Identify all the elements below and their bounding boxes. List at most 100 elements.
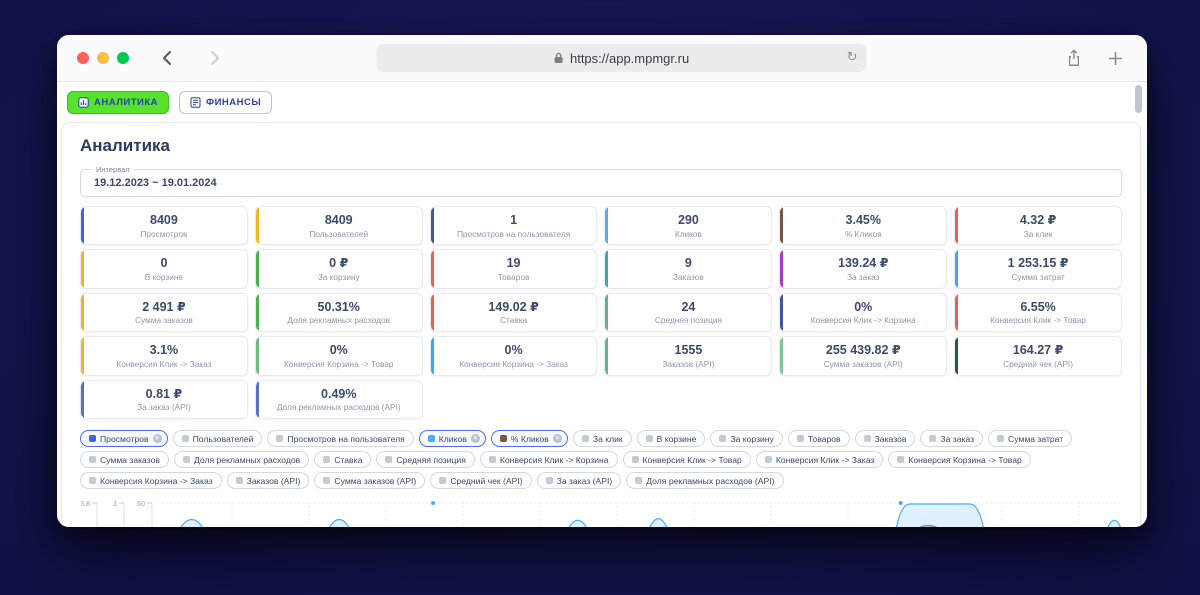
metric-chip[interactable]: Сумма затрат <box>988 430 1073 448</box>
chip-label: За заказ <box>940 433 975 444</box>
chip-close-icon[interactable]: ✕ <box>470 434 480 444</box>
metric-accent-bar <box>955 337 959 375</box>
metric-chip[interactable]: Конверсия Корзина -> Товар <box>888 451 1031 469</box>
metric-chip[interactable]: Заказов (API) <box>226 472 310 490</box>
metric-chip[interactable]: Ставка <box>314 451 372 469</box>
metric-chip[interactable]: Средний чек (API) <box>430 472 532 490</box>
metric-label: Заказов <box>673 272 704 283</box>
metric-label: Кликов <box>674 228 702 239</box>
vertical-scrollbar[interactable] <box>1135 85 1142 113</box>
metric-chip[interactable]: Средняя позиция <box>376 451 475 469</box>
metric-value: 19 <box>506 256 521 271</box>
analytics-panel: Аналитика Интервал 19.12.2023 ~ 19.01.20… <box>61 122 1141 527</box>
metric-value: 139.24 ₽ <box>838 256 889 271</box>
metric-chip[interactable]: Товаров <box>787 430 850 448</box>
chart-marker-dot <box>898 501 903 506</box>
chip-color-swatch <box>719 435 727 443</box>
metric-card: 0% Конверсия Клик -> Корзина <box>779 292 948 333</box>
y-axis-tick-label: 3.8 <box>80 501 90 508</box>
app-tabs: АНАЛИТИКА ФИНАНСЫ <box>57 82 1147 122</box>
metric-chip[interactable]: Доля рекламных расходов (API) <box>626 472 784 490</box>
metric-value: 0% <box>854 299 873 314</box>
back-icon[interactable] <box>159 49 177 67</box>
metric-label: Пользователей <box>309 228 369 239</box>
metric-chip[interactable]: Пользователей <box>172 430 263 448</box>
chip-close-icon[interactable]: ✕ <box>152 434 162 444</box>
metric-accent-bar <box>780 250 784 288</box>
tab-analytics[interactable]: АНАЛИТИКА <box>67 91 169 114</box>
chip-color-swatch <box>323 456 331 464</box>
chip-color-swatch <box>323 477 331 485</box>
metric-chip[interactable]: Конверсия Клик -> Заказ <box>755 451 884 469</box>
metric-chip[interactable]: Заказов <box>854 430 916 448</box>
metric-chip[interactable]: Доля рекламных расходов <box>173 451 310 469</box>
chip-color-swatch <box>89 477 96 485</box>
chart-area: 3.8 1 60 <box>80 496 1122 527</box>
tab-analytics-label: АНАЛИТИКА <box>94 97 158 108</box>
metric-chip[interactable]: Просмотров на пользователя <box>267 430 414 448</box>
metric-label: Сумма затрат <box>1011 272 1065 283</box>
reload-icon[interactable]: ↻ <box>846 49 858 64</box>
metric-label: За клик <box>1023 228 1053 239</box>
metric-chip[interactable]: Сумма заказов (API) <box>314 472 426 490</box>
metric-card: 139.24 ₽ За заказ <box>779 249 948 289</box>
chip-label: Заказов <box>874 433 907 444</box>
metric-value: 0% <box>504 343 523 358</box>
url-bar[interactable]: https://app.mpmgr.ru ↻ <box>376 44 867 72</box>
chip-label: Сумма затрат <box>1008 433 1064 444</box>
chip-label: Конверсия Корзина -> Заказ <box>100 475 213 486</box>
metric-value: 0.81 ₽ <box>145 386 183 401</box>
metric-card: 255 439.82 ₽ Сумма заказов (API) <box>779 336 948 376</box>
metric-chip[interactable]: Кликов ✕ <box>418 430 486 448</box>
metric-accent-bar <box>255 293 259 332</box>
chip-label: Доля рекламных расходов (API) <box>646 475 775 486</box>
metric-accent-bar <box>780 293 784 332</box>
metric-accent-bar <box>605 207 609 245</box>
interval-date-input[interactable]: Интервал 19.12.2023 ~ 19.01.2024 <box>80 165 1122 197</box>
metric-label: Ставка <box>499 315 528 326</box>
minimize-window-button[interactable] <box>97 52 109 64</box>
metric-chip[interactable]: Конверсия Клик -> Корзина <box>479 451 618 469</box>
metric-value: 24 <box>681 299 696 314</box>
metric-chip[interactable]: Просмотров ✕ <box>80 430 168 448</box>
chip-color-swatch <box>89 456 96 464</box>
metric-accent-bar <box>255 250 259 288</box>
chip-label: За заказ (API) <box>556 475 613 486</box>
close-window-button[interactable] <box>77 52 89 64</box>
tab-finance[interactable]: ФИНАНСЫ <box>178 91 273 114</box>
chip-label: За клик <box>592 433 623 444</box>
url-text: https://app.mpmgr.ru <box>569 50 690 66</box>
metric-card: 8409 Пользователей <box>254 206 423 246</box>
share-icon[interactable] <box>1066 49 1082 67</box>
chip-label: В корзине <box>656 433 697 444</box>
metric-label: Просмотров <box>140 228 188 239</box>
metric-card: 164.27 ₽ Средний чек (API) <box>954 336 1122 376</box>
metric-chip[interactable]: За заказ <box>920 430 984 448</box>
metric-chip[interactable]: % Кликов ✕ <box>490 430 568 448</box>
receipt-icon <box>190 97 201 108</box>
metric-chip[interactable]: За корзину <box>710 430 783 448</box>
metric-chip[interactable]: За заказ (API) <box>536 472 622 490</box>
metric-value: 3.45% <box>845 213 881 227</box>
zoom-window-button[interactable] <box>117 52 129 64</box>
forward-icon[interactable] <box>205 49 223 67</box>
chip-label: Доля рекламных расходов <box>193 454 301 465</box>
metric-chip[interactable]: Сумма заказов <box>80 451 169 469</box>
metric-accent-bar <box>255 207 259 245</box>
chip-color-swatch <box>488 456 496 464</box>
metric-chip[interactable]: В корзине <box>636 430 706 448</box>
chip-label: Просмотров на пользователя <box>287 433 405 444</box>
metric-value: 4.32 ₽ <box>1019 213 1057 227</box>
metric-card: 0 В корзине <box>80 249 248 289</box>
chart-series-% Кликов <box>919 525 938 527</box>
chip-label: Кликов <box>438 433 467 444</box>
chip-close-icon[interactable]: ✕ <box>552 434 562 444</box>
chip-label: Средний чек (API) <box>450 475 523 486</box>
metric-chip[interactable]: Конверсия Корзина -> Заказ <box>80 472 222 490</box>
new-tab-icon[interactable] <box>1108 51 1123 66</box>
metric-chip[interactable]: Конверсия Клик -> Товар <box>622 451 751 469</box>
metric-chip[interactable]: За клик <box>572 430 632 448</box>
metric-value: 290 <box>677 213 699 227</box>
line-area-chart: 3.8 1 60 <box>80 501 1121 527</box>
chip-color-swatch <box>863 435 871 443</box>
